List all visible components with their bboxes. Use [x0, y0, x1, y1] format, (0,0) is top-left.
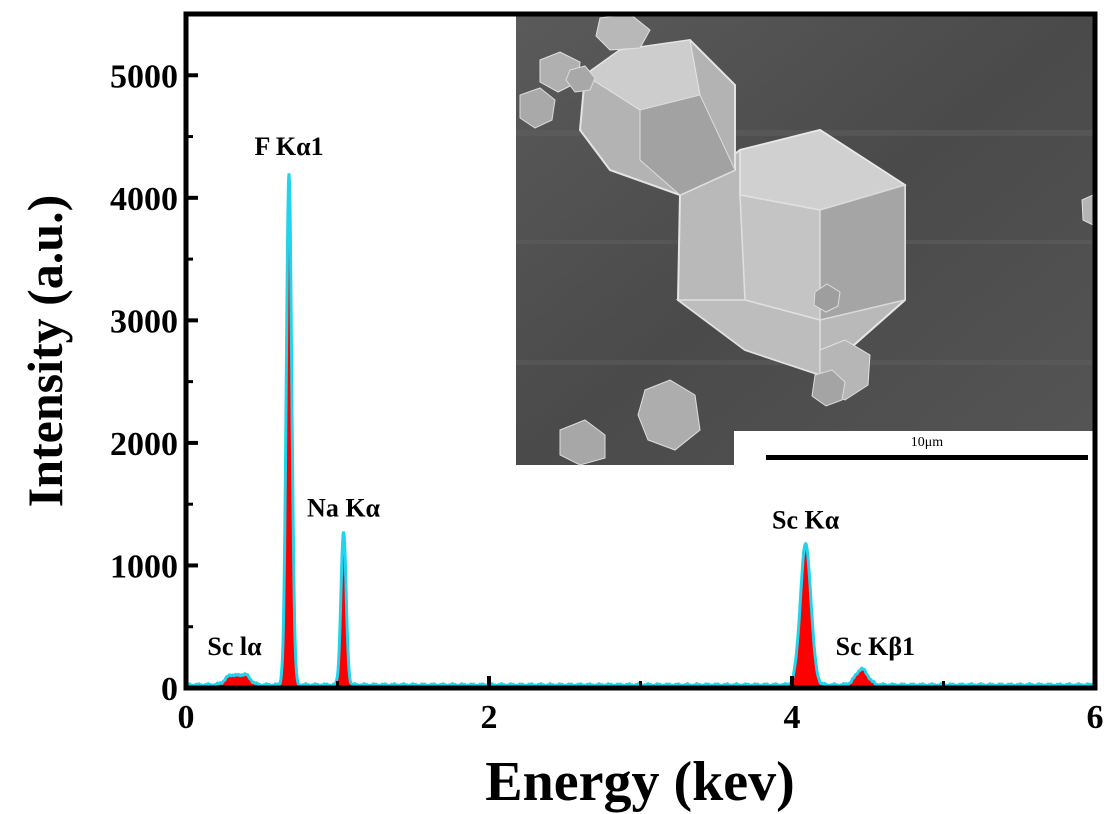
peak-labels: F Kα1 Na Kα Sc Kα Sc Kβ1 Sc lα: [207, 132, 915, 661]
y-tick-label: 0: [161, 671, 178, 708]
y-tick-label: 4000: [110, 181, 178, 218]
x-tick-label: 0: [178, 699, 195, 736]
x-tick-label: 4: [784, 699, 801, 736]
peak-label: Sc lα: [207, 632, 262, 661]
peak-label: Na Kα: [307, 493, 381, 522]
y-axis-ticks: 0 1000 2000 3000 4000 5000: [110, 58, 198, 708]
sem-inset-image: 10μm: [516, 13, 1094, 466]
x-tick-label: 6: [1087, 699, 1104, 736]
x-axis-ticks: 0 2 4 6: [178, 676, 1104, 736]
x-axis-title: Energy (kev): [485, 751, 795, 813]
peak-label: F Kα1: [254, 132, 323, 161]
peak-label: Sc Kβ1: [836, 632, 915, 661]
y-tick-label: 1000: [110, 548, 178, 585]
y-tick-label: 2000: [110, 426, 178, 463]
scale-bar: [766, 455, 1088, 460]
y-axis-title: Intensity (a.u.): [17, 195, 73, 508]
x-tick-label: 2: [481, 699, 498, 736]
y-tick-label: 3000: [110, 303, 178, 340]
peak-label: Sc Kα: [772, 506, 840, 535]
y-tick-label: 5000: [110, 58, 178, 95]
scale-bar-label: 10μm: [911, 435, 944, 450]
